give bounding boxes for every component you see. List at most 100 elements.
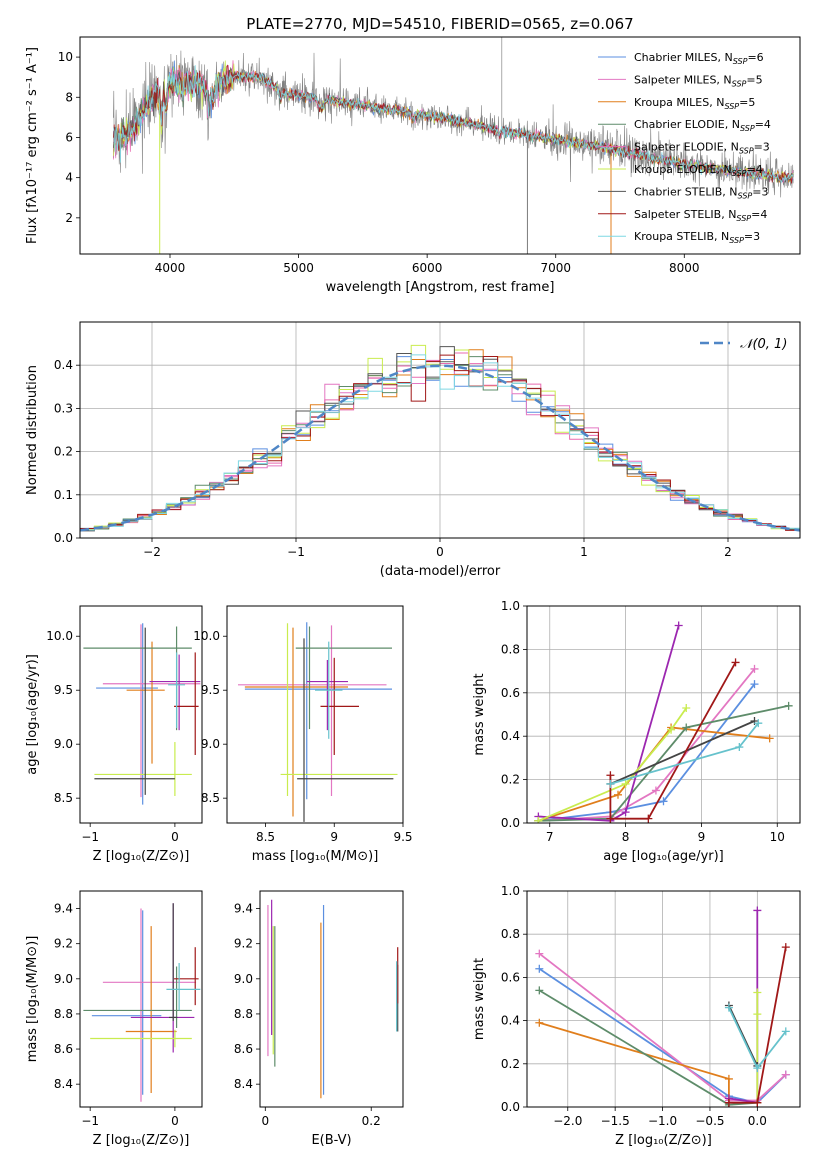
legend-entry: Salpeter ELODIE, NSSP=3: [634, 141, 770, 156]
series-marker: [682, 723, 691, 732]
series-marker: [750, 664, 759, 673]
y-tick-label: 0.2: [501, 1057, 520, 1071]
series-marker: [724, 1003, 733, 1012]
y-tick-label: 2: [65, 211, 73, 225]
series-line: [728, 910, 759, 1104]
y-tick-label: 10.0: [193, 629, 220, 643]
series-marker: [535, 949, 544, 958]
x-tick-label: −1: [81, 1114, 99, 1128]
x-tick-label: 9: [698, 830, 706, 844]
y-axis-label: Flux [fλ10⁻¹⁷ erg cm⁻² s⁻¹ A⁻¹]: [25, 47, 40, 244]
mass-weight-vs-age-panel: 7 8 9 10 0.0 0.2 0.4 0.6 0.8 1.0 age [log₁₀(age/yr…: [472, 599, 801, 864]
y-tick-label: 9.0: [201, 737, 220, 751]
x-tick-label: 2: [724, 545, 732, 559]
x-tick-label: 9: [330, 830, 338, 844]
errorbar-point: [149, 654, 201, 731]
errorbar-point: [90, 1029, 192, 1048]
legend-entry: Chabrier STELIB, NSSP=3: [634, 185, 768, 200]
y-tick-label: 0.3: [54, 401, 73, 415]
y-tick-label: 0.8: [501, 642, 520, 656]
x-axis-label: E(B-V): [311, 1133, 351, 1148]
y-tick-label: 6: [65, 130, 73, 144]
y-axis-label: age [log₁₀(age/yr)]: [25, 654, 40, 775]
errorbar-point: [130, 903, 195, 1053]
plot-frame: [259, 890, 404, 1108]
series-marker: [784, 701, 793, 710]
model-fit-line: [113, 65, 794, 184]
errorbar-point: [238, 625, 387, 797]
y-tick-label: 0.0: [501, 816, 520, 830]
legend-entry: 𝒩(0, 1): [740, 337, 787, 352]
errorbar-point: [315, 641, 343, 739]
y-tick-label: 8.5: [54, 791, 73, 805]
y-tick-label: 1.0: [501, 599, 520, 613]
series-marker: [750, 680, 759, 689]
y-tick-label: 0.4: [501, 729, 520, 743]
errorbar-point: [168, 903, 178, 1021]
mass-vs-metallicity-panel: −1 0 8.4 8.6 8.8 9.0 9.2 9.4 Z [log₁₀(Z/Z⊙)] mass…: [25, 890, 203, 1148]
x-tick-label: 0: [261, 1114, 269, 1128]
series-marker: [535, 986, 544, 995]
mass-vs-extinction-panel: 0 0.2 8.4 8.6 8.8 9.0 9.2 9.4 E(B-V): [234, 890, 404, 1148]
plot-frame: [526, 890, 801, 1108]
series-marker: [682, 703, 691, 712]
y-axis-label: mass weight: [472, 673, 487, 755]
series-marker: [724, 1098, 733, 1107]
y-tick-label: 1.0: [501, 884, 520, 898]
x-tick-label: −2: [143, 545, 161, 559]
errorbar-point: [168, 652, 186, 728]
legend-entry: Salpeter MILES, NSSP=5: [634, 73, 763, 88]
series-line: [609, 661, 737, 820]
y-tick-label: 0.0: [501, 1100, 520, 1114]
y-tick-label: 0.2: [501, 773, 520, 787]
y-tick-label: 9.4: [234, 902, 253, 916]
series-marker: [535, 1018, 544, 1027]
x-tick-label: 8000: [669, 261, 700, 275]
x-tick-label: 0: [171, 1114, 179, 1128]
legend-entry: Chabrier ELODIE, NSSP=4: [634, 118, 771, 133]
y-tick-label: 8.4: [234, 1077, 253, 1091]
series-marker: [659, 797, 668, 806]
errorbar-point: [94, 627, 175, 795]
series-marker: [614, 790, 622, 799]
y-tick-label: 8.4: [54, 1077, 73, 1091]
x-axis-label: age [log₁₀(age/yr)]: [603, 849, 724, 864]
series-marker: [644, 814, 653, 823]
series-marker: [621, 808, 630, 817]
x-tick-label: 7: [546, 830, 554, 844]
series-marker: [606, 814, 615, 823]
errorbar-point: [244, 627, 348, 817]
errorbar-point: [244, 622, 392, 800]
x-tick-label: −1.0: [648, 1114, 677, 1128]
series-marker: [781, 1070, 790, 1079]
x-tick-label: −1.5: [601, 1114, 630, 1128]
y-axis-label: mass [log₁₀(M/M⊙)]: [25, 936, 40, 1063]
y-tick-label: 0.6: [501, 686, 520, 700]
x-tick-label: 10: [770, 830, 785, 844]
x-axis-label: (data-model)/error: [380, 564, 501, 579]
x-axis-label: mass [log₁₀(M/M⊙)]: [252, 849, 379, 864]
y-tick-label: 10: [58, 50, 73, 64]
series-marker: [753, 906, 762, 915]
plot-frame: [79, 36, 801, 255]
errorbar-point: [295, 626, 392, 730]
y-tick-label: 0.8: [501, 927, 520, 941]
plot-area: [267, 899, 399, 1099]
errorbar-point: [174, 947, 199, 1006]
x-axis-label: Z [log₁₀(Z/Z⊙)]: [93, 849, 190, 864]
x-tick-label: −1: [81, 830, 99, 844]
series-line: [538, 707, 688, 822]
plot-area: [83, 903, 201, 1102]
series-marker: [606, 771, 615, 780]
series-marker: [753, 1010, 762, 1019]
x-tick-label: 0: [171, 830, 179, 844]
x-tick-label: −1: [287, 545, 305, 559]
x-axis-label: Z [log₁₀(Z/Z⊙)]: [93, 1133, 190, 1148]
legend-entry: Chabrier MILES, NSSP=6: [634, 51, 764, 66]
x-tick-label: −2.0: [553, 1114, 582, 1128]
errorbar-point: [297, 638, 394, 822]
series-marker: [606, 779, 615, 788]
errorbar-point: [96, 623, 158, 805]
x-tick-label: 4000: [155, 261, 186, 275]
y-tick-label: 9.2: [54, 937, 73, 951]
